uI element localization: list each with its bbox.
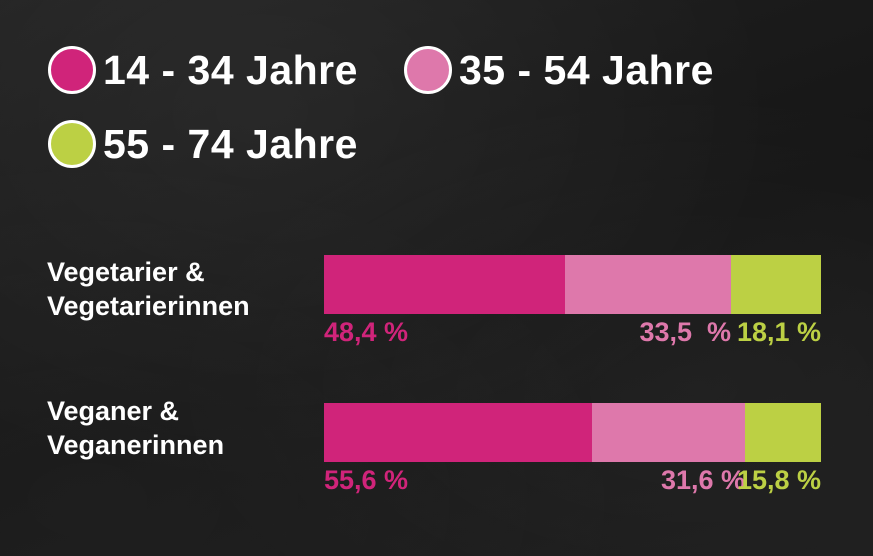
legend-swatch-icon <box>404 46 452 94</box>
legend-item: 14 - 34 Jahre <box>48 42 358 98</box>
bar-segment <box>592 403 745 462</box>
data-label: 18,1 % <box>736 317 821 347</box>
data-label: 55,6 % <box>324 465 409 495</box>
legend-label: 55 - 74 Jahre <box>103 120 358 167</box>
legend-item: 55 - 74 Jahre <box>48 116 358 172</box>
legend-label: 35 - 54 Jahre <box>459 46 714 93</box>
data-label: 33,5 % <box>639 317 731 347</box>
category-label-line: Veganerinnen <box>47 430 225 460</box>
legend-swatch-icon <box>48 120 96 168</box>
data-label: 31,6 % <box>660 465 745 495</box>
data-label: 15,8 % <box>736 465 821 495</box>
bar-track <box>324 403 821 462</box>
category-label: Vegetarier & Vegetarierinnen <box>47 255 307 323</box>
legend-swatch-icon <box>48 46 96 94</box>
bar-segment <box>324 403 592 462</box>
category-label-line: Vegetarier & <box>47 257 205 287</box>
legend-item: 35 - 54 Jahre <box>404 42 714 98</box>
bar-track <box>324 255 821 314</box>
category-label-line: Vegetarierinnen <box>47 291 250 321</box>
bar-segment <box>731 255 821 314</box>
legend-label: 14 - 34 Jahre <box>103 46 358 93</box>
bar-segment <box>324 255 565 314</box>
bar-segment <box>745 403 821 462</box>
bar-segment <box>565 255 731 314</box>
data-label: 48,4 % <box>324 317 409 347</box>
category-label-line: Veganer & <box>47 396 180 426</box>
category-label: Veganer & Veganerinnen <box>47 394 307 462</box>
